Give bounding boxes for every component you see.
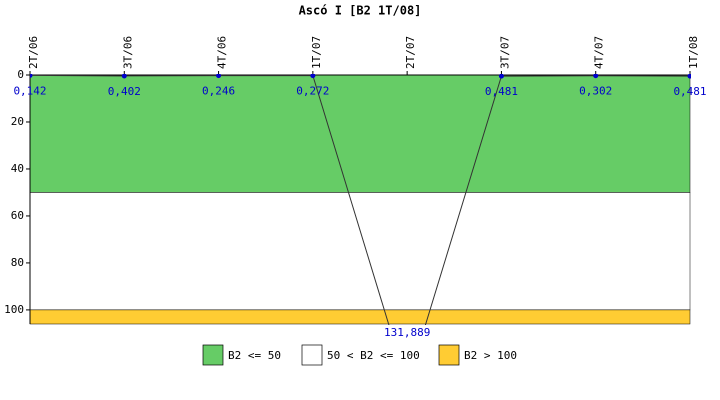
point	[310, 74, 316, 79]
y-tick-label: 100	[4, 303, 24, 316]
value-label: 0,246	[202, 85, 235, 98]
value-label: 0,481	[485, 85, 518, 98]
x-tick-label: 2T/06	[27, 36, 40, 69]
legend-swatch	[202, 344, 224, 366]
point	[498, 74, 504, 79]
point	[216, 74, 222, 79]
y-tick-label: 40	[11, 162, 24, 175]
x-tick-label: 2T/07	[404, 36, 417, 69]
value-label: 0,481	[673, 85, 706, 98]
line	[30, 74, 691, 325]
value-label: 0,302	[579, 85, 612, 98]
point	[687, 74, 691, 79]
y-tick-label: 20	[11, 115, 24, 128]
point	[405, 382, 410, 387]
chart-title: Ascó I [B2 1T/08]	[299, 4, 422, 18]
legend-swatch	[438, 344, 460, 366]
y-tick-label: 80	[11, 256, 24, 269]
legend-label: 50 < B2 <= 100	[327, 349, 420, 362]
x-tick-label: 4T/06	[216, 36, 229, 69]
value-label: 0,272	[296, 85, 329, 98]
x-tick-label: 1T/07	[310, 36, 323, 69]
value-label: 0,142	[13, 84, 46, 97]
band	[29, 309, 691, 325]
point	[30, 74, 33, 78]
x-tick-label: 4T/07	[593, 36, 606, 69]
legend-label: B2 > 100	[464, 349, 517, 362]
y-tick-label: 60	[11, 209, 24, 222]
plot-area	[30, 74, 691, 387]
value-label: 0,402	[108, 85, 141, 98]
point	[593, 74, 599, 79]
point	[121, 74, 127, 79]
y-tick-label: 0	[17, 68, 24, 81]
x-tick-label: 3T/06	[121, 36, 134, 69]
value-label: 131,889	[384, 326, 430, 339]
band	[29, 74, 691, 193]
x-tick-label: 1T/08	[687, 36, 700, 69]
legend-label: B2 <= 50	[228, 349, 281, 362]
band	[29, 192, 691, 311]
x-tick-label: 3T/07	[498, 36, 511, 69]
legend-swatch	[301, 344, 323, 366]
